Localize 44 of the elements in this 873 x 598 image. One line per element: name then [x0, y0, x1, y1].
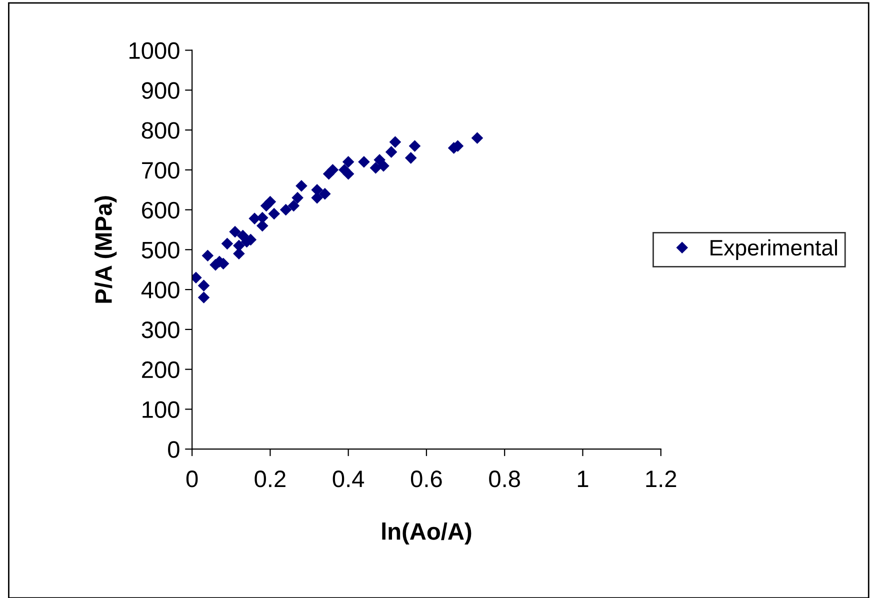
y-tick-label: 200 — [142, 361, 180, 378]
point — [292, 192, 304, 204]
point — [385, 146, 398, 158]
point — [326, 164, 339, 176]
y-tick-label: 900 — [142, 82, 180, 99]
point — [342, 168, 354, 180]
point — [288, 200, 300, 212]
point — [342, 156, 354, 168]
point — [404, 152, 417, 164]
point — [229, 226, 241, 238]
point — [280, 204, 292, 216]
x-tick-label: 0.2 — [254, 470, 286, 488]
point — [318, 188, 331, 200]
y-tick-label: 700 — [142, 162, 180, 179]
point — [378, 160, 390, 172]
y-axis-title: P/A (MPa) — [94, 196, 117, 303]
x-tick-label: 1 — [578, 470, 588, 488]
x-tick-label: 0.6 — [410, 470, 442, 488]
point — [296, 180, 308, 192]
y-tick-label: 1000 — [130, 42, 180, 60]
y-tick-label: 500 — [142, 242, 180, 258]
point — [471, 132, 484, 144]
y-tick-label: 400 — [141, 282, 180, 298]
y-tick-label: 600 — [142, 202, 180, 219]
y-tick-label: 100 — [142, 401, 180, 418]
point — [389, 136, 402, 148]
point — [408, 140, 421, 152]
point — [358, 156, 370, 168]
point — [268, 208, 280, 220]
point — [202, 250, 214, 262]
y-tick-label: 800 — [142, 122, 180, 139]
point — [221, 238, 234, 250]
y-tick-label: 0 — [168, 441, 180, 458]
x-tick-label: 1.2 — [646, 470, 676, 488]
x-axis-title: ln(Ao/A) — [382, 522, 472, 545]
point — [264, 196, 276, 208]
x-tick-label: 0.4 — [332, 470, 364, 488]
y-tick-label: 300 — [142, 322, 180, 338]
point — [198, 280, 210, 292]
x-tick-label: 0 — [186, 470, 198, 488]
point — [370, 162, 382, 174]
x-tick-label: 0.8 — [489, 470, 520, 488]
legend-label: Experimental — [710, 239, 837, 260]
point — [198, 292, 210, 304]
